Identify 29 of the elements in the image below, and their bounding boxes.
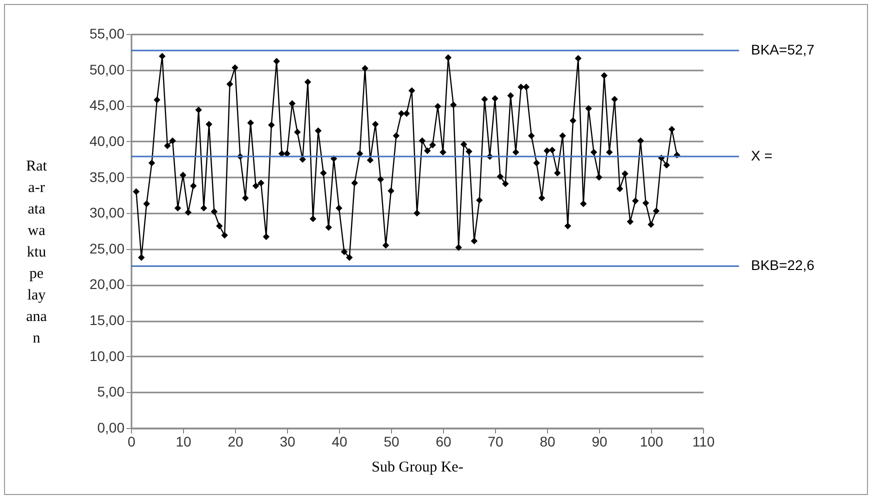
y-tick-label: 0,00 [97,420,125,436]
x-tick-label: 110 [692,434,715,450]
y-tick-label: 50,00 [89,61,125,78]
text: Rata-rata waktu pelayanan [26,158,47,346]
y-tick-label: 40,00 [89,132,125,149]
y-tick-label: 25,00 [89,240,125,256]
ref-line-label: X = [751,148,772,164]
y-tick-label: 15,00 [89,312,125,328]
x-tick-label: 60 [436,434,452,450]
y-tick-label: 10,00 [89,348,125,364]
ref-line-label: BKA=52,7 [751,41,815,58]
x-tick-label: 90 [592,434,608,450]
y-tick-label: 45,00 [89,97,125,114]
x-tick-label: 40 [332,434,348,450]
x-tick-label: 30 [280,434,296,450]
y-tick-label: 55,00 [89,26,125,42]
x-tick-label: 20 [228,434,244,450]
x-tick-label: 10 [176,434,192,450]
x-tick-label: 50 [384,434,400,450]
x-tick-label: 0 [128,434,136,450]
x-tick-label: 80 [540,434,556,450]
x-axis-title: Sub Group Ke- [372,460,464,476]
y-tick-label: 30,00 [89,204,125,221]
y-tick-label: 20,00 [89,276,125,292]
x-tick-label: 100 [640,434,664,450]
x-tick-label: 70 [488,434,504,450]
ref-line-label: BKB=22,6 [751,257,815,274]
y-tick-label: 35,00 [89,168,125,185]
y-tick-label: 5,00 [97,384,125,400]
